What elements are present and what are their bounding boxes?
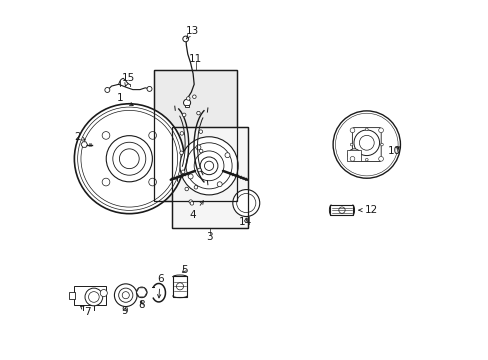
Circle shape [180,137,238,195]
Circle shape [332,111,400,178]
Bar [171,127,247,228]
Bar [154,70,237,201]
Circle shape [139,289,144,295]
Circle shape [148,131,156,139]
Circle shape [78,107,181,210]
Circle shape [119,149,139,168]
Circle shape [181,170,184,174]
Circle shape [335,113,397,176]
Circle shape [185,143,232,189]
Circle shape [196,111,200,115]
Circle shape [114,284,137,306]
Text: 11: 11 [189,54,202,64]
Text: 7: 7 [80,306,91,317]
Circle shape [349,128,354,132]
Circle shape [200,157,218,175]
Circle shape [106,136,152,182]
Circle shape [183,36,188,42]
Circle shape [353,130,379,156]
Circle shape [349,143,352,146]
Circle shape [190,202,193,205]
Circle shape [378,128,383,132]
Circle shape [338,207,345,213]
Circle shape [194,151,224,181]
Circle shape [365,128,367,131]
Text: 10: 10 [387,145,400,156]
Text: 1: 1 [117,94,133,105]
Circle shape [122,292,129,299]
Text: 4: 4 [189,201,203,220]
Circle shape [176,283,183,290]
Circle shape [349,157,354,161]
Circle shape [81,111,177,207]
Circle shape [147,86,152,91]
Circle shape [232,190,259,216]
Text: 14: 14 [239,217,252,227]
Circle shape [88,292,99,302]
Circle shape [148,178,156,186]
Text: 15: 15 [122,73,135,86]
Bar [172,276,187,297]
Circle shape [236,193,255,213]
Circle shape [102,131,110,139]
Text: 3: 3 [206,232,213,242]
Circle shape [194,185,197,189]
Circle shape [182,113,185,117]
Text: 8: 8 [138,300,145,310]
Text: 5: 5 [181,265,187,275]
Circle shape [180,132,183,135]
Bar [74,285,106,305]
Text: 13: 13 [185,26,198,39]
Circle shape [186,97,190,100]
Circle shape [183,99,190,106]
Bar [154,70,237,201]
Circle shape [359,135,373,150]
Circle shape [192,95,196,99]
FancyBboxPatch shape [352,128,381,162]
Circle shape [113,142,145,175]
Circle shape [102,178,110,186]
Circle shape [100,289,107,297]
Circle shape [74,104,184,214]
Bar [346,150,360,161]
Circle shape [204,161,213,170]
Circle shape [196,145,201,150]
Circle shape [188,174,193,179]
Bar [184,104,189,107]
Circle shape [180,151,183,154]
Bar [69,292,75,299]
Polygon shape [81,142,87,147]
Circle shape [224,153,229,158]
Circle shape [197,168,201,172]
Bar [171,127,247,228]
Circle shape [188,200,192,203]
Text: 6: 6 [157,274,163,298]
Circle shape [104,87,110,93]
Text: 12: 12 [358,205,378,215]
Circle shape [199,149,203,153]
Circle shape [184,187,188,191]
Circle shape [378,157,383,161]
Circle shape [380,143,383,146]
Text: 9: 9 [121,306,128,316]
Bar [330,205,353,215]
Circle shape [85,288,102,306]
Circle shape [199,130,202,134]
Circle shape [365,158,367,161]
Circle shape [136,287,147,298]
Circle shape [347,149,360,162]
Circle shape [217,182,222,187]
Circle shape [119,288,133,302]
Polygon shape [136,288,147,297]
Text: 2: 2 [75,132,85,142]
